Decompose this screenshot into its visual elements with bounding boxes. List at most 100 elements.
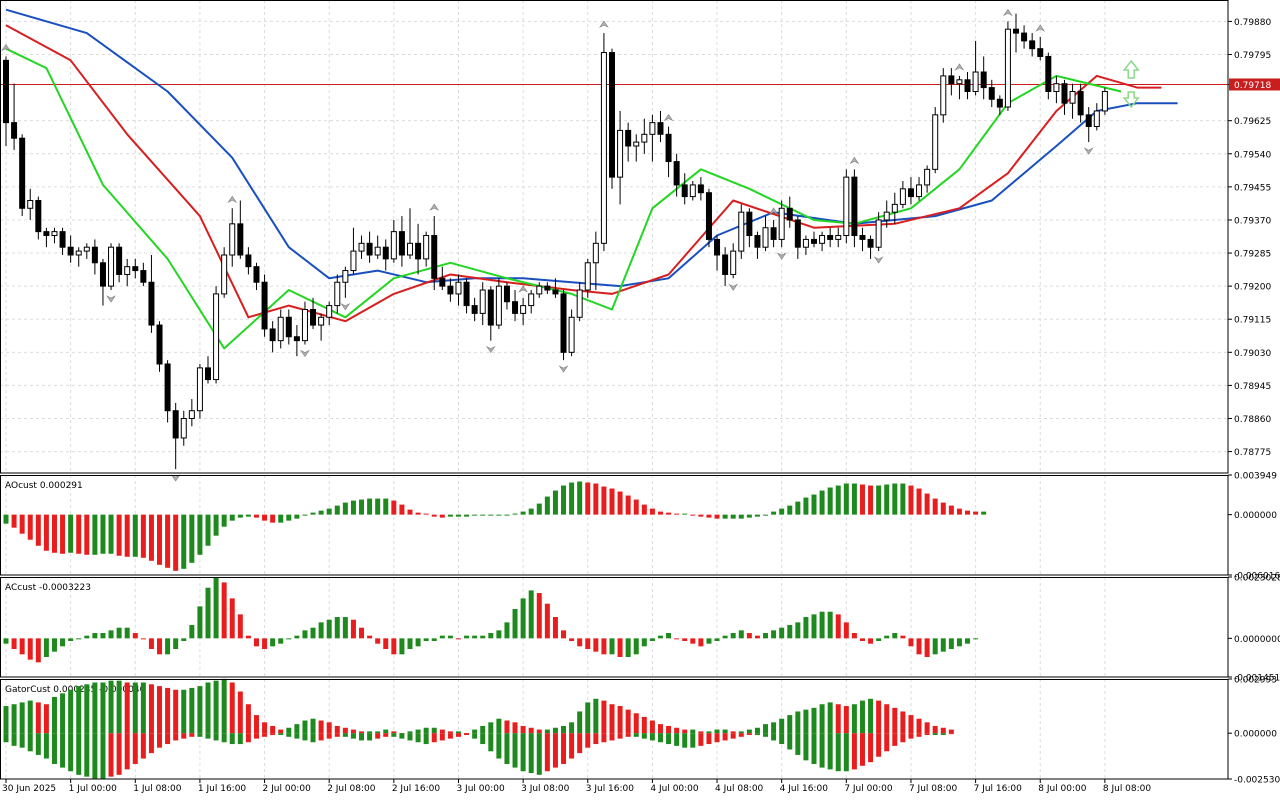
gator-lower-bar — [132, 733, 138, 764]
gator-lower-bar — [666, 733, 672, 745]
ac-bar — [682, 638, 688, 642]
ac-bar — [722, 635, 728, 639]
gator-upper-bar — [35, 702, 41, 734]
gator-upper-bar — [310, 718, 316, 734]
ac-bar — [819, 611, 825, 639]
candle-body — [245, 254, 252, 268]
candle — [794, 216, 801, 259]
gator-lower-bar — [213, 733, 219, 741]
ao-bar — [35, 514, 41, 546]
gator-lower-bar — [948, 733, 954, 735]
ao-bar — [940, 502, 946, 515]
ao-bar — [512, 513, 518, 515]
ao-bar — [528, 508, 534, 515]
candle-body — [108, 246, 115, 287]
gator-lower-bar — [472, 733, 478, 739]
ao-panel[interactable]: AOcust 0.000291 — [3, 481, 987, 571]
gator-upper-bar — [706, 731, 712, 734]
gator-upper-bar — [302, 720, 308, 734]
fractal-up-icon — [849, 156, 860, 165]
gator-upper-bar — [262, 722, 268, 734]
gator-lower-bar — [868, 733, 874, 763]
fractal-down-icon — [485, 345, 496, 354]
ac-bar — [738, 630, 744, 639]
gator-upper-bar — [447, 731, 453, 734]
candle — [641, 118, 648, 154]
gator-lower-bar — [375, 733, 381, 739]
price-panel[interactable] — [0, 8, 1228, 482]
ac-panel[interactable]: ACcust -0.0003223 — [3, 577, 979, 663]
ac-bar — [795, 622, 801, 639]
gator-upper-bar — [940, 727, 946, 734]
candle-body — [99, 262, 106, 287]
ao-bar — [657, 511, 663, 515]
gator-lower-bar — [730, 733, 736, 739]
candle-body — [867, 238, 874, 248]
ao-bar — [294, 514, 300, 519]
gator-upper-bar — [124, 682, 130, 734]
ao-bar — [690, 514, 696, 516]
candle-body — [43, 231, 50, 237]
ao-bar — [100, 514, 106, 554]
candle — [1037, 36, 1044, 61]
ac-bar — [367, 635, 373, 639]
price-tick-label: 0.78860 — [1234, 415, 1271, 425]
ac-bar — [690, 638, 696, 644]
gator-upper-bar — [367, 731, 373, 734]
gator-lower-bar — [819, 733, 825, 768]
gator-upper-bar — [948, 729, 954, 734]
gator-lower-bar — [480, 733, 486, 745]
candle — [99, 258, 106, 306]
candle — [67, 235, 74, 263]
gator-lower-bar — [447, 733, 453, 739]
ac-bar — [205, 587, 211, 639]
ao-bar — [278, 514, 284, 523]
candle — [811, 231, 817, 248]
gator-upper-bar — [132, 682, 138, 734]
candle-body — [875, 219, 882, 248]
candle-body — [641, 133, 648, 143]
candle-body — [762, 227, 769, 248]
candle — [253, 262, 260, 291]
gator-upper-bar — [108, 680, 114, 734]
candle-body — [67, 246, 74, 256]
candle — [310, 297, 317, 329]
ac-bar — [754, 635, 760, 639]
gator-tick-label: 0.000000 — [1234, 730, 1277, 740]
ao-bar — [544, 496, 550, 515]
candle — [762, 216, 769, 252]
ac-bar — [730, 633, 736, 639]
price-tick-label: 0.78775 — [1234, 448, 1271, 458]
ac-bar — [965, 638, 971, 644]
candle-body — [1101, 90, 1108, 112]
ac-bar — [666, 633, 672, 639]
candle — [843, 169, 850, 244]
gator-upper-bar — [43, 704, 49, 734]
gator-lower-bar — [779, 733, 785, 745]
gator-lower-bar — [60, 733, 66, 768]
candle-body — [980, 71, 987, 89]
ao-bar — [698, 514, 704, 517]
candle-body — [948, 75, 955, 85]
gator-upper-bar — [326, 722, 332, 734]
candle-body — [1085, 114, 1092, 128]
ac-bar — [609, 638, 615, 655]
gator-upper-bar — [536, 729, 542, 734]
ao-bar — [916, 488, 922, 515]
ac-bar — [601, 638, 607, 655]
gator-upper-bar — [835, 704, 841, 734]
fractal-up-icon — [518, 285, 528, 293]
ao-bar — [674, 513, 680, 515]
ac-bar — [19, 638, 25, 655]
gator-panel[interactable]: GatorCust 0.000235 -0.000046 — [3, 678, 954, 779]
gator-lower-bar — [173, 733, 179, 741]
candle-body — [1069, 90, 1076, 104]
ao-bar — [932, 498, 938, 515]
candle-body — [697, 184, 704, 194]
gator-lower-bar — [714, 733, 720, 743]
gator-upper-bar — [51, 696, 57, 734]
ao-bar — [795, 501, 801, 515]
ao-bar — [496, 514, 502, 516]
ac-bar — [924, 638, 930, 657]
